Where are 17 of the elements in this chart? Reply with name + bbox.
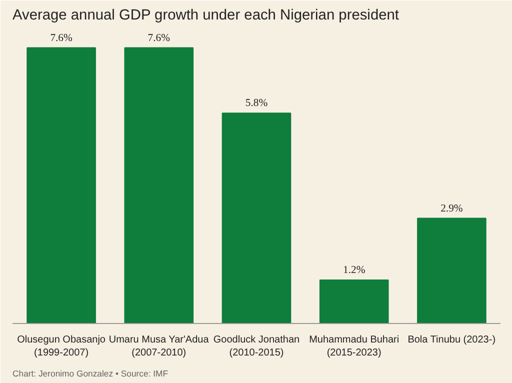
data-label: 7.6% [148, 32, 170, 44]
bar [26, 47, 96, 324]
data-label: 2.9% [440, 203, 463, 214]
text: Chart: Jeronimo Gonzalez • Source: IMF [12, 368, 168, 378]
x-tick-label: Olusegun Obasanjo (1999-2007) [17, 334, 106, 359]
data-label: 7.6% [50, 32, 73, 44]
bar [124, 47, 194, 324]
x-tick-label: Umaru Musa Yar'Adua (2007-2010) [108, 334, 210, 359]
data-label: 1.2% [343, 264, 366, 276]
bar [319, 279, 389, 324]
x-tick-label: Bola Tinubu (2023-) [408, 334, 496, 346]
x-tick-label: Muhammadu Buhari (2015-2023) [309, 334, 400, 359]
chart-title: Average annual GDP growth under each Nigerian president [12, 8, 399, 24]
data-label: 5.8% [245, 98, 268, 110]
x-tick-label: Goodluck Jonathan (2010-2015) [213, 334, 300, 359]
bar [417, 218, 486, 324]
bar [222, 112, 292, 324]
